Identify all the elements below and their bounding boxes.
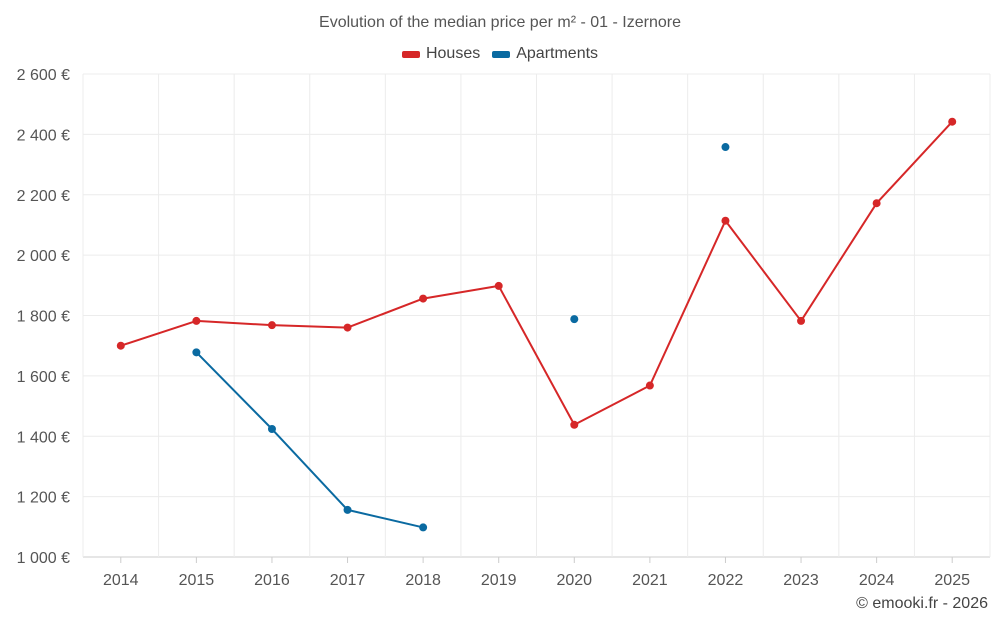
series-line-houses bbox=[120, 121, 953, 426]
x-tick-label: 2015 bbox=[179, 572, 215, 589]
legend-item-apartments[interactable]: Apartments bbox=[492, 45, 598, 63]
x-tick-label: 2021 bbox=[632, 572, 668, 589]
x-tick-label: 2018 bbox=[405, 572, 441, 589]
y-tick-label: 2 400 € bbox=[17, 127, 70, 144]
x-tick-label: 2017 bbox=[330, 572, 366, 589]
legend-item-houses[interactable]: Houses bbox=[401, 45, 481, 63]
data-point-houses bbox=[872, 199, 881, 208]
legend-label-apartments: Apartments bbox=[516, 45, 599, 62]
data-point-houses bbox=[192, 316, 201, 325]
legend-swatch-apartments bbox=[492, 50, 511, 58]
legend: Houses Apartments bbox=[0, 45, 1000, 63]
y-tick-label: 1 800 € bbox=[17, 309, 70, 326]
credit-text: © emooki.fr - 2026 bbox=[856, 595, 988, 612]
x-tick-label: 2025 bbox=[934, 572, 970, 589]
y-tick-label: 1 200 € bbox=[17, 490, 70, 507]
y-tick-label: 2 000 € bbox=[17, 248, 70, 265]
data-point-houses bbox=[948, 117, 957, 126]
data-point-houses bbox=[267, 321, 276, 330]
x-tick-label: 2022 bbox=[708, 572, 744, 589]
y-tick-label: 2 200 € bbox=[17, 188, 70, 205]
data-point-apartments bbox=[267, 425, 276, 434]
data-point-apartments bbox=[192, 348, 201, 357]
x-tick-label: 2020 bbox=[556, 572, 592, 589]
y-tick-label: 1 600 € bbox=[17, 369, 70, 386]
legend-label-houses: Houses bbox=[425, 45, 481, 62]
y-tick-label: 1 000 € bbox=[17, 550, 70, 567]
data-point-houses bbox=[494, 281, 503, 290]
data-point-houses bbox=[570, 420, 579, 429]
x-tick-label: 2023 bbox=[783, 572, 819, 589]
data-point-apartments bbox=[721, 143, 730, 152]
y-tick-label: 1 400 € bbox=[17, 429, 70, 446]
data-point-houses bbox=[116, 341, 125, 350]
data-point-apartments bbox=[343, 505, 352, 514]
data-point-houses bbox=[797, 316, 806, 325]
x-tick-label: 2019 bbox=[481, 572, 517, 589]
data-point-houses bbox=[419, 294, 428, 303]
x-tick-label: 2024 bbox=[859, 572, 895, 589]
data-point-houses bbox=[645, 381, 654, 390]
chart-title: Evolution of the median price per m² - 0… bbox=[319, 14, 681, 31]
data-point-apartments bbox=[419, 523, 428, 532]
x-tick-label: 2016 bbox=[254, 572, 290, 589]
legend-swatch-houses bbox=[401, 50, 420, 58]
data-point-apartments bbox=[570, 315, 579, 324]
series-line-apartments bbox=[195, 351, 424, 529]
x-tick-label: 2014 bbox=[103, 572, 139, 589]
data-point-houses bbox=[721, 216, 730, 225]
y-tick-label: 2 600 € bbox=[17, 67, 70, 84]
data-point-houses bbox=[343, 323, 352, 332]
